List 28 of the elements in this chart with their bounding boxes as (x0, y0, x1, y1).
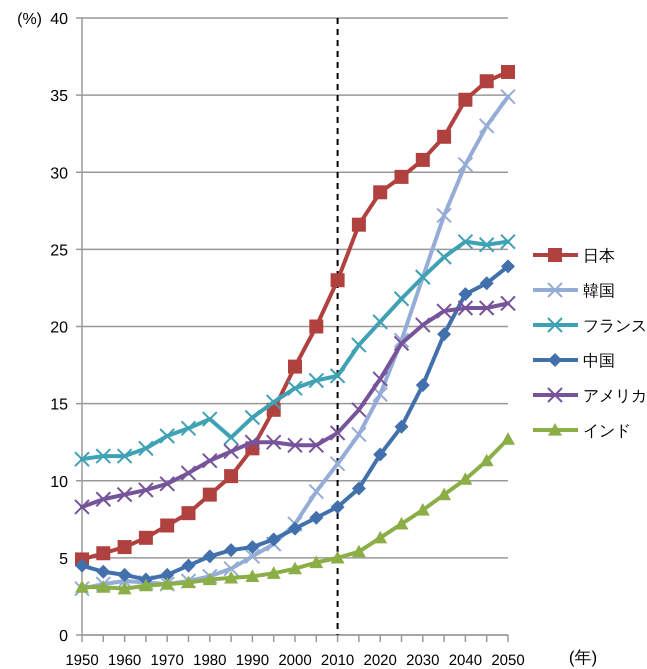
x-tick-label: 2000 (278, 652, 312, 669)
legend-label: フランス (583, 318, 647, 335)
y-tick-label: 25 (50, 242, 68, 260)
x-tick-label: 2050 (491, 652, 525, 669)
x-tick-label: 2040 (448, 652, 482, 669)
legend-label: インド (583, 423, 631, 440)
legend-label: 韓国 (583, 282, 615, 300)
legend-label: 中国 (583, 352, 615, 370)
y-tick-label: 40 (50, 11, 68, 28)
y-tick-label: 30 (50, 165, 68, 182)
x-tick-label: 1990 (236, 652, 270, 669)
y-tick-label: 20 (50, 320, 68, 336)
legend-label: アメリカ (583, 388, 647, 405)
y-axis-title: (%) (17, 11, 42, 28)
y-tick-label: 0 (59, 628, 68, 645)
legend-label: 日本 (583, 247, 615, 265)
y-tick-label: 35 (50, 88, 68, 106)
x-tick-label: 1980 (193, 652, 226, 669)
y-tick-label: 5 (59, 550, 68, 568)
y-tick-label: 15 (50, 396, 68, 414)
x-tick-label: 2030 (406, 652, 440, 669)
x-tick-label: 2020 (364, 652, 397, 669)
x-tick-label: 1960 (108, 652, 142, 669)
x-tick-label: 1970 (150, 652, 184, 669)
y-tick-label: 10 (50, 474, 68, 491)
x-tick-label: 2010 (320, 652, 354, 669)
x-tick-label: 1950 (65, 652, 99, 669)
x-axis-title: (年) (568, 648, 598, 667)
